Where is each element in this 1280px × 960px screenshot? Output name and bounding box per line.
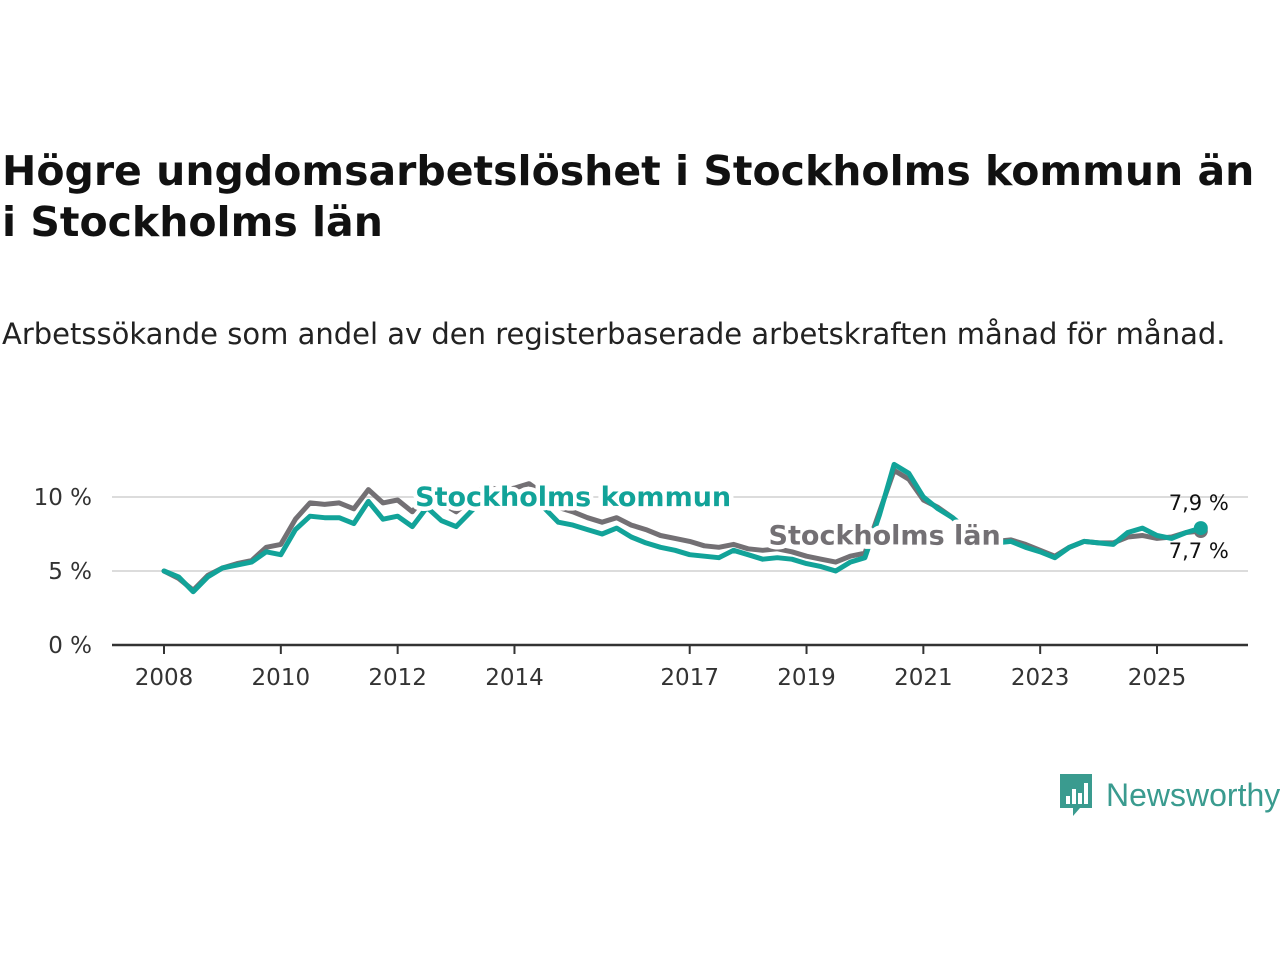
series-name-label: Stockholms län <box>769 520 1001 551</box>
series-layer <box>161 461 1208 595</box>
y-tick-label: 5 % <box>48 559 92 585</box>
newsworthy-logo-icon <box>1060 774 1092 816</box>
chart-title: Högre ungdomsarbetslöshet i Stockholms k… <box>2 147 1255 246</box>
label-layer: 0 % 5 % 10 % 2008 2010 2012 2014 2017 2019 2021 20… <box>34 477 1229 691</box>
line-chart: 0 % 5 % 10 % 2008 2010 2012 2014 2017 2019 2021 20… <box>34 461 1248 691</box>
x-tick-label: 2023 <box>1011 665 1070 691</box>
x-tick-label: 2012 <box>368 665 427 691</box>
series-line-stockholms-lan <box>161 467 1204 593</box>
end-value-label: 7,9 % <box>1169 491 1229 515</box>
y-tick-label: 10 % <box>34 485 92 511</box>
x-tick-label: 2010 <box>252 665 311 691</box>
brand-name: Newsworthy <box>1106 776 1280 813</box>
series-line-stockholms-kommun <box>161 461 1204 595</box>
x-tick-label: 2008 <box>135 665 194 691</box>
x-tick-label: 2025 <box>1128 665 1187 691</box>
x-tick-label: 2019 <box>777 665 836 691</box>
grid-layer <box>112 496 1248 654</box>
chart-subtitle: Arbetssökande som andel av den registerb… <box>2 317 1226 351</box>
end-value-label: 7,7 % <box>1169 539 1229 563</box>
series-label-halo: Stockholms kommun <box>415 482 731 513</box>
series-name-label: Stockholms kommun <box>415 482 731 513</box>
y-tick-label: 0 % <box>48 633 92 659</box>
x-tick-label: 2017 <box>660 665 719 691</box>
end-point-marker <box>1193 521 1208 536</box>
x-tick-label: 2014 <box>485 665 544 691</box>
newsworthy-brand: Newsworthy <box>1058 772 1280 818</box>
x-tick-label: 2021 <box>894 665 953 691</box>
series-label-halo: Stockholms län <box>769 520 1001 551</box>
